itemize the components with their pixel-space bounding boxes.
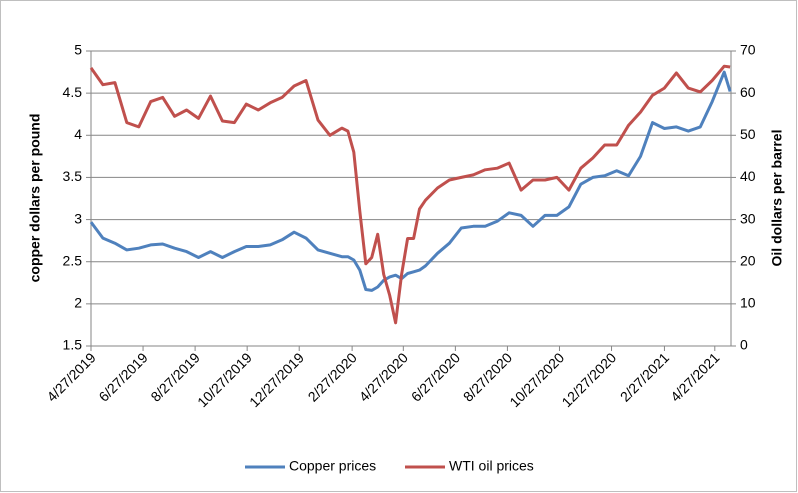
- y2-tick-label: 20: [740, 252, 756, 268]
- y-tick-label: 3: [74, 210, 82, 226]
- y2-tick-label: 60: [740, 84, 756, 100]
- y-axis-title: copper dollars per pound: [27, 114, 43, 283]
- y-tick-label: 1.5: [63, 337, 83, 353]
- y-tick-label: 2.5: [63, 252, 83, 268]
- y-tick-label: 4.5: [63, 84, 83, 100]
- legend-label: WTI oil prices: [449, 458, 534, 474]
- y2-tick-label: 30: [740, 210, 756, 226]
- data-line: [89, 64, 731, 325]
- y2-tick-label: 10: [740, 295, 756, 311]
- y2-tick-label: 0: [740, 337, 748, 353]
- y2-tick-label: 50: [740, 126, 756, 142]
- y-tick-label: 3.5: [63, 168, 83, 184]
- y2-tick-label: 70: [740, 42, 756, 58]
- y-tick-label: 2: [74, 295, 82, 311]
- y2-tick-label: 40: [740, 168, 756, 184]
- data-line: [89, 70, 732, 292]
- y-tick-label: 4: [74, 126, 82, 142]
- legend-label: Copper prices: [289, 458, 376, 474]
- y2-axis-title: Oil dollars per barrel: [769, 130, 785, 267]
- y-tick-label: 5: [74, 42, 82, 58]
